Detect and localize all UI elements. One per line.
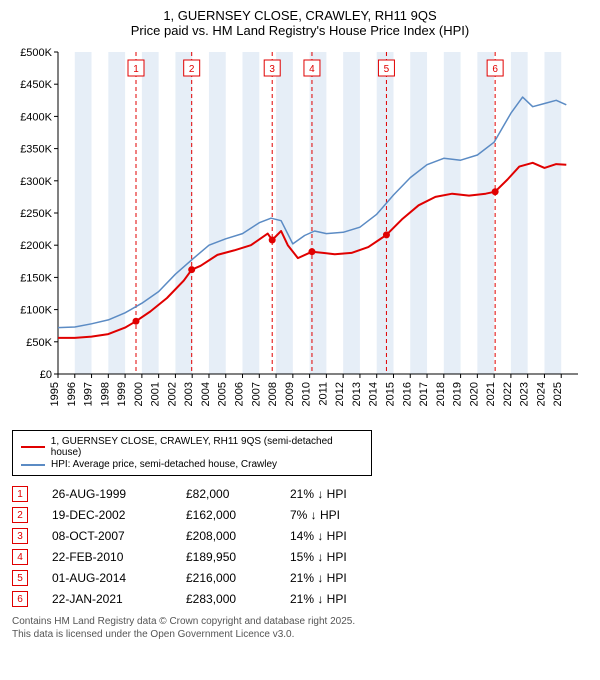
page-container: 1, GUERNSEY CLOSE, CRAWLEY, RH11 9QS Pri… [0, 0, 600, 649]
svg-text:2009: 2009 [284, 382, 296, 406]
svg-text:£0: £0 [40, 369, 52, 381]
svg-text:2: 2 [189, 64, 195, 75]
svg-text:2007: 2007 [250, 382, 262, 406]
svg-text:2024: 2024 [535, 382, 547, 406]
footnote: Contains HM Land Registry data © Crown c… [12, 615, 588, 641]
sale-diff: 21% ↓ HPI [290, 487, 380, 501]
sales-row: 4 22-FEB-2010 £189,950 15% ↓ HPI [12, 549, 588, 565]
svg-text:2022: 2022 [502, 382, 514, 406]
svg-text:3: 3 [269, 64, 275, 75]
sale-marker-icon: 3 [12, 528, 28, 544]
svg-text:2008: 2008 [267, 382, 279, 406]
svg-text:2005: 2005 [217, 382, 229, 406]
svg-text:1997: 1997 [83, 382, 95, 406]
svg-text:2017: 2017 [418, 382, 430, 406]
svg-text:6: 6 [492, 64, 498, 75]
sales-table: 1 26-AUG-1999 £82,000 21% ↓ HPI 2 19-DEC-2002… [12, 486, 588, 607]
sales-row: 6 22-JAN-2021 £283,000 21% ↓ HPI [12, 591, 588, 607]
sale-price: £216,000 [186, 571, 266, 585]
sale-price: £162,000 [186, 508, 266, 522]
sale-diff: 15% ↓ HPI [290, 550, 380, 564]
sales-row: 1 26-AUG-1999 £82,000 21% ↓ HPI [12, 486, 588, 502]
svg-text:£200K: £200K [20, 240, 52, 252]
svg-text:2002: 2002 [166, 382, 178, 406]
sale-date: 08-OCT-2007 [52, 529, 162, 543]
svg-text:2000: 2000 [133, 382, 145, 406]
svg-text:2011: 2011 [317, 382, 329, 406]
title-line-2: Price paid vs. HM Land Registry's House … [12, 23, 588, 38]
svg-text:£100K: £100K [20, 305, 52, 317]
svg-text:2018: 2018 [435, 382, 447, 406]
svg-text:2025: 2025 [552, 382, 564, 406]
svg-text:£500K: £500K [20, 47, 52, 59]
sales-row: 2 19-DEC-2002 £162,000 7% ↓ HPI [12, 507, 588, 523]
svg-text:£50K: £50K [26, 337, 52, 349]
legend: 1, GUERNSEY CLOSE, CRAWLEY, RH11 9QS (se… [12, 430, 372, 476]
svg-text:2021: 2021 [485, 382, 497, 406]
svg-text:2003: 2003 [183, 382, 195, 406]
svg-text:1996: 1996 [66, 382, 78, 406]
chart-svg: £0 £50K £100K £150K £200K £250K £300K £350K £400… [12, 44, 588, 424]
sale-price: £283,000 [186, 592, 266, 606]
svg-text:£250K: £250K [20, 208, 52, 220]
legend-row-property: 1, GUERNSEY CLOSE, CRAWLEY, RH11 9QS (se… [21, 436, 363, 458]
title-block: 1, GUERNSEY CLOSE, CRAWLEY, RH11 9QS Pri… [12, 8, 588, 38]
svg-text:2019: 2019 [452, 382, 464, 406]
sale-diff: 21% ↓ HPI [290, 571, 380, 585]
sale-diff: 14% ↓ HPI [290, 529, 380, 543]
sale-diff: 7% ↓ HPI [290, 508, 380, 522]
sale-diff: 21% ↓ HPI [290, 592, 380, 606]
svg-text:2023: 2023 [519, 382, 531, 406]
footnote-line-1: Contains HM Land Registry data © Crown c… [12, 615, 588, 628]
svg-text:2001: 2001 [150, 382, 162, 406]
legend-swatch-property [21, 446, 45, 448]
sale-marker-icon: 2 [12, 507, 28, 523]
sale-marker-icon: 6 [12, 591, 28, 607]
sale-marker-icon: 4 [12, 549, 28, 565]
svg-text:1: 1 [133, 64, 139, 75]
svg-text:£300K: £300K [20, 176, 52, 188]
svg-text:1995: 1995 [49, 382, 61, 406]
legend-row-hpi: HPI: Average price, semi-detached house,… [21, 459, 363, 470]
svg-text:2012: 2012 [334, 382, 346, 406]
price-chart: £0 £50K £100K £150K £200K £250K £300K £350K £400… [12, 44, 588, 424]
svg-text:2015: 2015 [384, 382, 396, 406]
svg-text:1999: 1999 [116, 382, 128, 406]
svg-text:£400K: £400K [20, 111, 52, 123]
legend-label-hpi: HPI: Average price, semi-detached house,… [51, 459, 277, 470]
sale-date: 19-DEC-2002 [52, 508, 162, 522]
sale-date: 22-JAN-2021 [52, 592, 162, 606]
sale-marker-icon: 5 [12, 570, 28, 586]
svg-text:4: 4 [309, 64, 315, 75]
svg-text:2010: 2010 [301, 382, 313, 406]
legend-label-property: 1, GUERNSEY CLOSE, CRAWLEY, RH11 9QS (se… [51, 436, 363, 458]
svg-text:2006: 2006 [234, 382, 246, 406]
sales-row: 5 01-AUG-2014 £216,000 21% ↓ HPI [12, 570, 588, 586]
svg-text:2013: 2013 [351, 382, 363, 406]
sale-price: £208,000 [186, 529, 266, 543]
sales-row: 3 08-OCT-2007 £208,000 14% ↓ HPI [12, 528, 588, 544]
sale-marker-icon: 1 [12, 486, 28, 502]
svg-text:2004: 2004 [200, 382, 212, 406]
sale-date: 01-AUG-2014 [52, 571, 162, 585]
sale-date: 26-AUG-1999 [52, 487, 162, 501]
svg-text:2014: 2014 [368, 382, 380, 406]
svg-text:2020: 2020 [468, 382, 480, 406]
svg-text:1998: 1998 [99, 382, 111, 406]
sale-price: £189,950 [186, 550, 266, 564]
sale-date: 22-FEB-2010 [52, 550, 162, 564]
footnote-line-2: This data is licensed under the Open Gov… [12, 628, 588, 641]
svg-text:2016: 2016 [401, 382, 413, 406]
svg-text:£450K: £450K [20, 79, 52, 91]
title-line-1: 1, GUERNSEY CLOSE, CRAWLEY, RH11 9QS [12, 8, 588, 23]
sale-price: £82,000 [186, 487, 266, 501]
svg-text:£350K: £350K [20, 144, 52, 156]
svg-text:5: 5 [384, 64, 390, 75]
svg-text:£150K: £150K [20, 272, 52, 284]
legend-swatch-hpi [21, 464, 45, 466]
